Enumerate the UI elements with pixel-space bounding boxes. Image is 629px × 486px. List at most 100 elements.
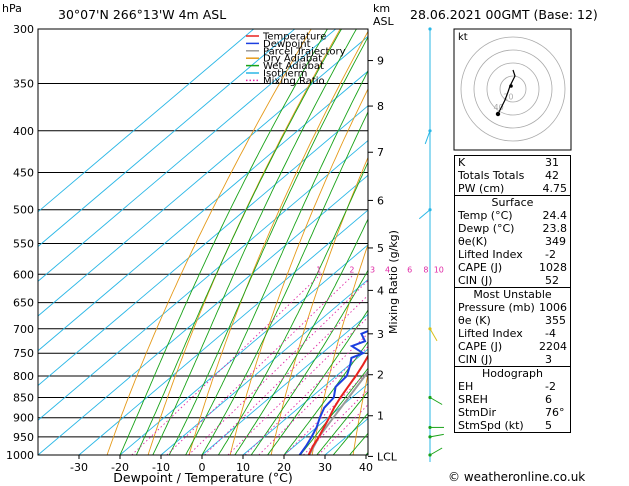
wet-adiabat-line xyxy=(201,110,368,455)
footer-credit: © weatheronline.co.uk xyxy=(448,470,585,484)
most-unstable-value: 1006 xyxy=(539,301,567,314)
isotherm-line xyxy=(38,29,295,248)
index-value: 4.75 xyxy=(542,182,568,195)
pressure-tick-label: 700 xyxy=(13,323,34,336)
legend-entry: Wet Adiabat xyxy=(263,61,324,72)
mixing-ratio-value: 8 xyxy=(423,265,428,274)
location-title: 30°07'N 266°13'W 4m ASL xyxy=(58,7,226,22)
most-unstable-label: Pressure (mb) xyxy=(458,301,535,314)
most-unstable-row: Lifted Index -4 xyxy=(455,327,570,340)
hodograph-index-label: SREH xyxy=(458,393,488,406)
dry-adiabat-line xyxy=(106,29,312,455)
hodograph-index-row: StmDir 76° xyxy=(455,406,570,419)
wet-adiabat-line xyxy=(283,340,368,455)
wind-barb xyxy=(418,209,431,220)
hodograph-unit-label: kt xyxy=(458,32,468,43)
wind-barb-dot xyxy=(428,208,432,212)
hodograph-ring xyxy=(460,36,566,142)
wind-barb-dot xyxy=(428,453,432,457)
surface-value: -2 xyxy=(545,248,556,261)
pressure-tick-label: 850 xyxy=(13,391,34,404)
mixing-ratio-value: 4 xyxy=(385,265,390,274)
most-unstable-label: Lifted Index xyxy=(458,327,523,340)
wet-adiabat-line xyxy=(316,391,368,455)
mixing-ratio-line xyxy=(166,273,355,455)
surface-row: CIN (J) 52 xyxy=(455,274,570,287)
km-unit-label: km xyxy=(373,2,390,15)
x-tick-label: -30 xyxy=(70,461,88,474)
most-unstable-row: CIN (J) 3 xyxy=(455,353,570,366)
isotherm-line xyxy=(38,29,254,213)
wind-barb-dot xyxy=(428,27,432,31)
index-value: 31 xyxy=(545,156,559,169)
km-tick-label: LCL xyxy=(377,450,398,463)
index-value: 42 xyxy=(545,169,559,182)
km-tick-label: 5 xyxy=(377,242,384,255)
legend-entry: Temperature xyxy=(262,32,326,43)
datetime-title: 28.06.2021 00GMT (Base: 12) xyxy=(410,7,598,22)
surface-section-title: Surface xyxy=(455,195,570,209)
dry-adiabat-line xyxy=(598,29,629,455)
wind-barb xyxy=(429,328,438,342)
pressure-tick-label: 500 xyxy=(13,204,34,217)
mixing-ratio-line xyxy=(204,294,368,455)
index-label: Totals Totals xyxy=(458,169,525,182)
isotherm-line xyxy=(38,70,368,352)
km-tick-label: 3 xyxy=(377,328,384,341)
mixing-ratio-axis-label: Mixing Ratio (g/kg) xyxy=(387,230,400,334)
legend-entry: Dry Adiabat xyxy=(263,54,322,65)
surface-row: Lifted Index -2 xyxy=(455,248,570,261)
surface-row: Temp (°C) 24.4 xyxy=(455,209,570,222)
wet-adiabat-line xyxy=(300,367,368,455)
mixing-ratio-line xyxy=(188,279,368,455)
pressure-tick-label: 400 xyxy=(13,125,34,138)
isotherm-line xyxy=(38,105,368,387)
hodograph-index-label: EH xyxy=(458,380,474,393)
wet-adiabat-line xyxy=(218,161,368,455)
km-tick-label: 8 xyxy=(377,100,384,113)
dry-adiabat-line xyxy=(229,87,368,455)
hodograph-index-value: 6 xyxy=(545,393,552,406)
wind-barb-dot xyxy=(428,327,432,331)
wind-barb xyxy=(429,447,443,456)
hodograph-ring-label: 20 xyxy=(503,92,513,101)
wind-barb xyxy=(424,130,431,145)
wind-barb-dot xyxy=(428,129,432,133)
hodograph-panel: kt 20 40 xyxy=(453,28,572,151)
x-tick-label: 0 xyxy=(199,461,206,474)
x-axis-label: Dewpoint / Temperature (°C) xyxy=(113,470,292,485)
x-tick-label: -20 xyxy=(111,461,129,474)
hodograph-index-label: StmDir xyxy=(458,406,497,419)
surface-value: 349 xyxy=(545,235,566,248)
most-unstable-value: -4 xyxy=(545,327,556,340)
mixing-ratio-value: 10 xyxy=(434,265,444,274)
index-label: K xyxy=(458,156,466,169)
x-tick-label: 40 xyxy=(359,461,373,474)
isotherm-line xyxy=(38,174,368,455)
index-row: PW (cm) 4.75 xyxy=(455,182,570,195)
pressure-tick-label: 750 xyxy=(13,347,34,360)
most-unstable-label: CAPE (J) xyxy=(458,340,503,353)
surface-value: 24.4 xyxy=(542,209,568,222)
surface-row: Dewp (°C) 23.8 xyxy=(455,222,570,235)
wet-adiabat-line xyxy=(250,269,368,455)
mixing-ratio-value: 6 xyxy=(407,265,412,274)
isotherm-line xyxy=(242,348,368,455)
hodograph-ring xyxy=(486,62,540,116)
most-unstable-label: CIN (J) xyxy=(458,353,493,366)
hodograph-index-value: -2 xyxy=(545,380,556,393)
isotherm-line xyxy=(201,313,368,455)
dry-adiabat-line xyxy=(147,29,341,455)
km-tick-label: 7 xyxy=(377,146,384,159)
wet-adiabat-line xyxy=(168,36,368,455)
wet-adiabat-line xyxy=(135,29,342,455)
km-tick-label: 2 xyxy=(377,369,384,382)
x-tick-label: 10 xyxy=(236,461,250,474)
hodograph-frame xyxy=(453,28,572,151)
x-tick-label: 20 xyxy=(277,461,291,474)
pressure-tick-label: 550 xyxy=(13,237,34,250)
mixing-ratio-line xyxy=(227,316,368,455)
hodograph-ring xyxy=(473,49,553,129)
mixing-ratio-line xyxy=(244,332,368,455)
